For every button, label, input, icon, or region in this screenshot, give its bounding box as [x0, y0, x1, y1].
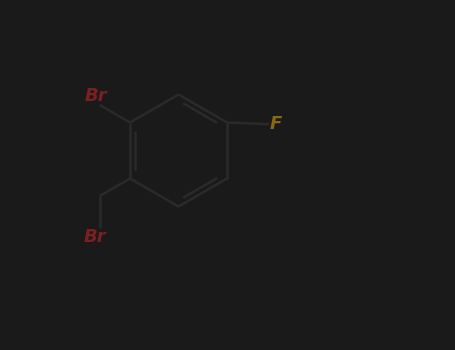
Text: F: F — [269, 115, 282, 133]
Text: Br: Br — [84, 87, 107, 105]
Text: Br: Br — [83, 228, 106, 246]
